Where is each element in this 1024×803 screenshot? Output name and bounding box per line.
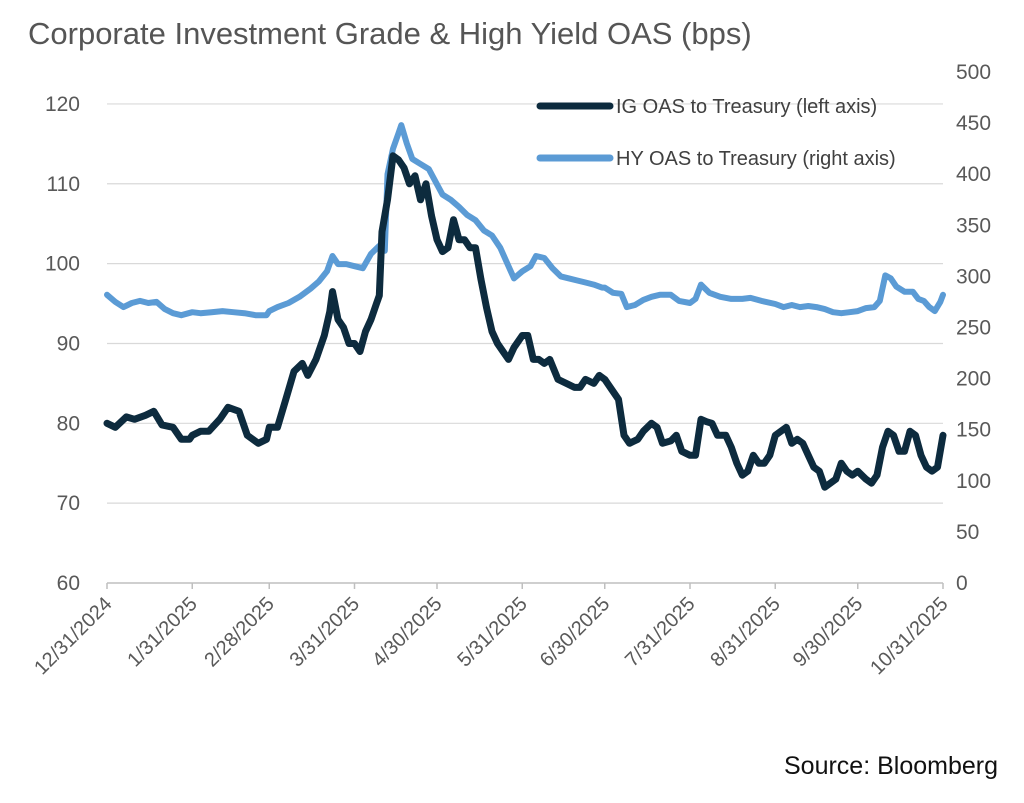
y-left-tick-label: 120 bbox=[45, 93, 80, 116]
hy-series-line bbox=[104, 122, 946, 319]
y-right-tick-label: 400 bbox=[956, 163, 991, 186]
x-tick-label: 5/31/2025 bbox=[453, 593, 531, 671]
legend: IG OAS to Treasury (left axis) HY OAS to … bbox=[536, 96, 896, 170]
y-left-tick-label: 90 bbox=[57, 332, 80, 355]
x-tick-label: 10/31/2025 bbox=[866, 593, 952, 679]
y-right-tick-label: 300 bbox=[956, 265, 991, 288]
y-right-tick-label: 0 bbox=[956, 572, 968, 595]
x-tick-label: 12/31/2024 bbox=[30, 593, 116, 679]
y-right-tick-label: 200 bbox=[956, 368, 991, 391]
y-left-tick-label: 60 bbox=[57, 572, 80, 595]
y-right-tick-label: 150 bbox=[956, 419, 991, 442]
y-left-tick-label: 110 bbox=[47, 173, 80, 196]
x-tick-label: 8/31/2025 bbox=[706, 593, 784, 671]
x-tick-label: 6/30/2025 bbox=[536, 593, 614, 671]
legend-label: IG OAS to Treasury (left axis) bbox=[616, 96, 877, 118]
y-left-tick-label: 80 bbox=[57, 412, 80, 435]
ig-series-line bbox=[103, 152, 947, 491]
x-tick-label: 9/30/2025 bbox=[789, 593, 867, 671]
x-tick-label: 7/31/2025 bbox=[621, 593, 699, 671]
y-right-tick-label: 500 bbox=[956, 61, 991, 84]
series-lines bbox=[103, 122, 947, 491]
x-tick-label: 2/28/2025 bbox=[200, 593, 278, 671]
x-tick-label: 4/30/2025 bbox=[368, 593, 446, 671]
y-right-tick-label: 450 bbox=[956, 112, 991, 135]
chart-title: Corporate Investment Grade & High Yield … bbox=[28, 16, 752, 51]
x-tick-label: 3/31/2025 bbox=[286, 593, 364, 671]
y-right-tick-label: 350 bbox=[956, 214, 991, 237]
source-note: Source: Bloomberg bbox=[783, 752, 998, 780]
legend-label: HY OAS to Treasury (right axis) bbox=[616, 148, 896, 170]
y-left-tick-label: 70 bbox=[57, 492, 80, 515]
x-tick-label: 1/31/2025 bbox=[123, 593, 201, 671]
y-right-tick-label: 100 bbox=[956, 470, 991, 493]
y-right-tick-label: 50 bbox=[956, 521, 979, 544]
y-right-tick-label: 250 bbox=[956, 317, 991, 340]
y-left-tick-label: 100 bbox=[45, 253, 80, 276]
